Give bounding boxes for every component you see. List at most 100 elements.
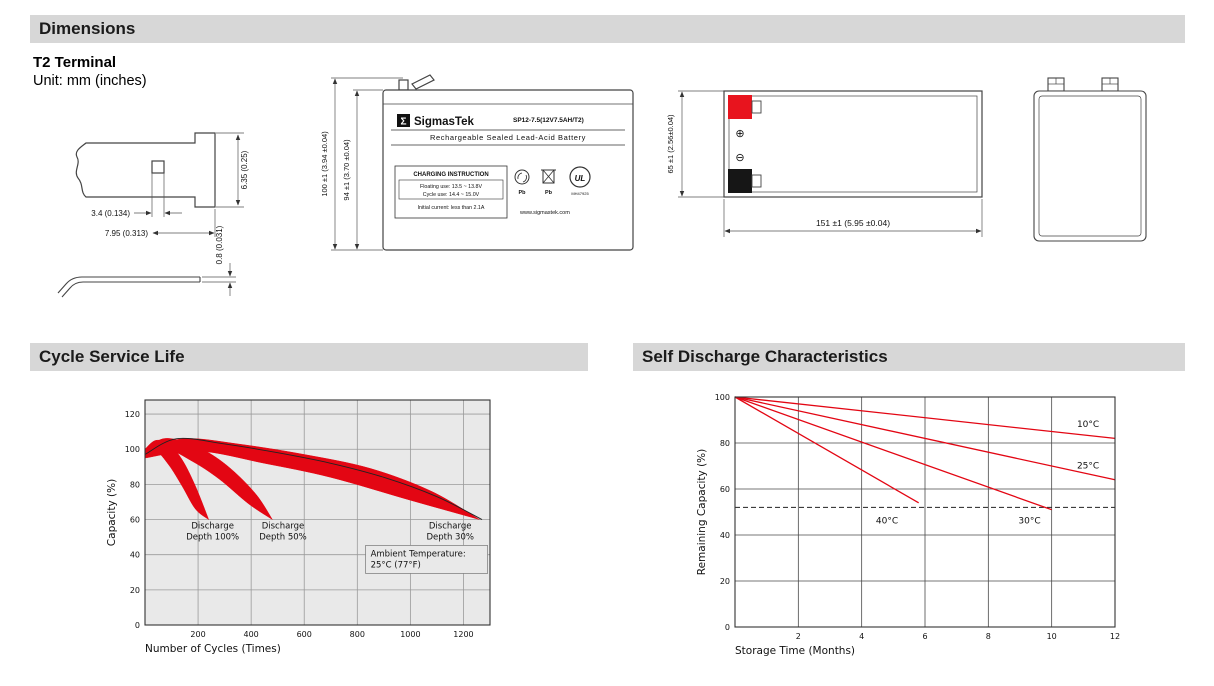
negative-terminal-tab (751, 174, 762, 188)
y-tick-label: 0 (725, 623, 730, 632)
pb-label-1: Pb (518, 190, 526, 196)
ul-mark-icon: UL MH47925 (569, 166, 591, 196)
self-discharge-title: Self Discharge Characteristics (642, 347, 888, 366)
y-tick-label: 40 (130, 551, 140, 560)
x-tick-label: 800 (350, 630, 365, 639)
chart-annotation: Discharge (429, 521, 472, 531)
front-dimension-lines (331, 77, 403, 251)
x-tick-label: 12 (1110, 632, 1120, 641)
terminal-detail-drawing: 6.35 (0.25) 3.4 (0.134) 7.95 (0.313) 0.8… (57, 132, 249, 298)
y-tick-label: 80 (130, 480, 140, 489)
y-tick-label: 60 (130, 516, 140, 525)
website: www.sigmastek.com (519, 210, 570, 216)
y-axis-label: Remaining Capacity (%) (696, 449, 708, 576)
battery-subtitle: Rechargeable Sealed Lead-Acid Battery (430, 133, 586, 142)
y-tick-label: 120 (125, 410, 140, 419)
self-discharge-chart: 2 4 6 8 10 12 0 20 40 60 80 100 10°C 25°C 30°C 40°C Stor… (640, 382, 1190, 686)
cycle-service-life-title: Cycle Service Life (39, 347, 185, 366)
sigma-logo-icon: Σ (400, 117, 406, 128)
series-line (734, 396, 1052, 511)
y-tick-label: 20 (720, 577, 730, 586)
y-tick-label: 100 (125, 445, 140, 454)
terminal-heading: T2 Terminal Unit: mm (inches) (33, 54, 147, 89)
terminal-front-view (75, 132, 216, 208)
charging-instruction-title: CHARGING INSTRUCTION (413, 172, 488, 178)
x-axis-label: Number of Cycles (Times) (145, 643, 281, 655)
chart-annotation: Discharge (262, 521, 305, 531)
x-tick-label: 200 (190, 630, 205, 639)
plot-area (145, 400, 490, 625)
x-tick-label: 1000 (400, 630, 420, 639)
plus-symbol: ⊕ (735, 128, 744, 140)
dim-tab-height-label: 6.35 (0.25) (240, 150, 249, 189)
pb-recycle-icon: Pb (514, 169, 530, 196)
terminal-dimension-lines (134, 132, 244, 296)
series-label: 40°C (876, 517, 898, 527)
x-tick-label: 1200 (453, 630, 473, 639)
battery-top-view-drawing (1033, 77, 1147, 242)
charging-instruction-box (394, 165, 508, 219)
series-label: 25°C (1077, 461, 1099, 471)
x-axis-label: Storage Time (Months) (735, 645, 855, 657)
dimensions-section-title: Dimensions (39, 19, 136, 38)
unit-note: Unit: mm (inches) (33, 73, 147, 89)
y-tick-label: 0 (135, 621, 140, 630)
pb-label-2: Pb (545, 190, 553, 196)
ul-label: UL (575, 174, 586, 183)
chart-annotation: Depth 100% (186, 532, 239, 542)
chart-annotation: Discharge (191, 521, 234, 531)
cycle-service-life-chart: 200 400 600 800 1000 1200 0 20 40 60 80 100 120 Disch… (35, 385, 585, 685)
brand-name: SigmasTek (414, 116, 474, 128)
charging-line-2: Cycle use: 14.4 ~ 15.0V (423, 192, 480, 198)
y-axis-label: Capacity (%) (106, 479, 118, 546)
dimensions-section-header: Dimensions (30, 15, 1185, 43)
sigma-logo-box (397, 114, 410, 127)
minus-symbol: ⊖ (735, 152, 744, 164)
dim-total-height-label: 100 ±1 (3.94 ±0.04) (320, 131, 329, 197)
dim-length-label: 151 ±1 (5.95 ±0.04) (816, 218, 890, 228)
chart-annotation: Depth 30% (426, 532, 474, 542)
series-line (734, 396, 1116, 440)
negative-terminal-marker (728, 169, 752, 193)
battery-side-view-drawing: ⊕ ⊖ 65 ±1 (2.56±0.04) 151 ±1 (5.95 ±0.04… (666, 90, 983, 237)
dim-side-height-label: 65 ±1 (2.56±0.04) (666, 114, 675, 174)
positive-terminal-tab (751, 100, 762, 114)
y-tick-label: 100 (715, 393, 730, 402)
terminal-side-view (57, 276, 201, 298)
cycle-service-life-section-header: Cycle Service Life (30, 343, 588, 371)
y-tick-label: 40 (720, 531, 730, 540)
dim-tab-span-label: 7.95 (0.313) (105, 229, 148, 238)
annotation-box (365, 545, 488, 574)
battery-side-outline (723, 90, 983, 198)
chart-annotation: Ambient Temperature: (371, 549, 466, 559)
self-discharge-section-header: Self Discharge Characteristics (633, 343, 1185, 371)
chart-annotation: 25°C (77°F) (371, 560, 421, 570)
series-line (734, 396, 1116, 481)
x-tick-label: 6 (922, 632, 927, 641)
battery-label: Σ SigmasTek SP12-7.5(12V7.5AH/T2) Rechar… (391, 114, 625, 219)
x-tick-label: 600 (297, 630, 312, 639)
battery-front-outline (382, 74, 634, 251)
y-tick-label: 20 (130, 586, 140, 595)
terminal-type-label: T2 Terminal (33, 54, 117, 71)
ul-code: MH47925 (571, 191, 589, 196)
x-tick-label: 2 (796, 632, 801, 641)
battery-top-outline (1033, 77, 1147, 242)
x-tick-label: 4 (859, 632, 864, 641)
series-label: 10°C (1077, 420, 1099, 430)
chart-svg: 200 400 600 800 1000 1200 0 20 40 60 80 100 120 Disch… (106, 399, 491, 655)
model-number: SP12-7.5(12V7.5AH/T2) (513, 117, 584, 124)
positive-terminal-marker (728, 95, 752, 119)
side-dimension-lines (678, 90, 983, 237)
pb-bin-icon: Pb (541, 169, 556, 196)
y-tick-label: 60 (720, 485, 730, 494)
series-label: 30°C (1018, 517, 1040, 527)
battery-front-view-drawing: Σ SigmasTek SP12-7.5(12V7.5AH/T2) Rechar… (320, 74, 634, 251)
x-tick-label: 10 (1047, 632, 1057, 641)
dim-hole-width-label: 3.4 (0.134) (91, 209, 130, 218)
x-tick-label: 400 (244, 630, 259, 639)
envelope-curve (144, 437, 483, 520)
dim-thickness-label: 0.8 (0.031) (215, 225, 224, 264)
series-line (734, 396, 919, 504)
